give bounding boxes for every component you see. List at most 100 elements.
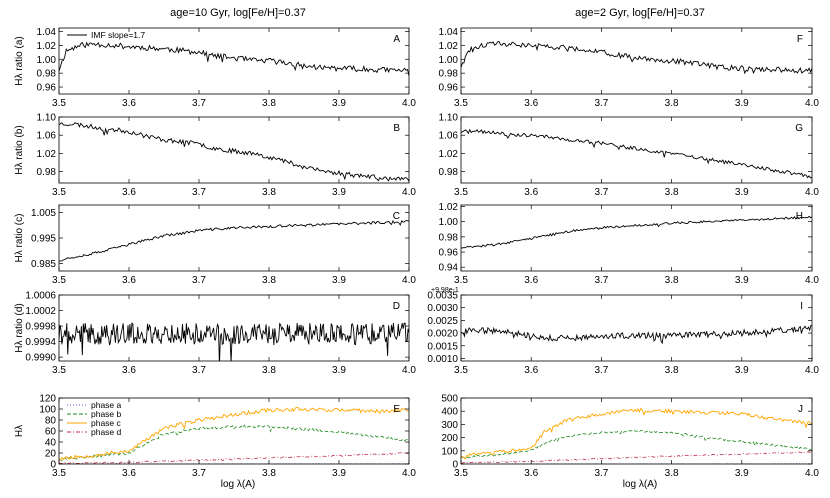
y-tick-label: 200 <box>441 433 458 444</box>
y-tick-label: 20 <box>45 449 57 460</box>
y-tick-label: 0.0030 <box>427 303 458 314</box>
panel-c: 3.5 3.6 3.7 3.8 3.9 4.0 0.985 0.995 1.005 C Hλ rat… <box>14 204 416 286</box>
y-offset-label: +9.98e-1 <box>431 287 459 294</box>
x-tick-label: 4.0 <box>805 275 819 286</box>
x-tick-label: 3.7 <box>192 275 206 286</box>
series-line-ratio-b-g <box>461 128 812 179</box>
y-axis-label: Hλ ratio (a) <box>14 36 25 85</box>
y-axis-label: Hλ ratio (c) <box>14 214 25 263</box>
x-tick-label: 3.7 <box>192 468 206 479</box>
x-tick-label: 3.8 <box>665 187 679 198</box>
x-tick-label: 3.8 <box>665 365 679 376</box>
y-tick-label: 1.0002 <box>25 306 56 317</box>
series-line-imf-slope-1-7-a <box>59 41 409 77</box>
x-tick-label: 4.0 <box>805 98 819 109</box>
series-line-ratio-a-f <box>461 40 812 75</box>
plot-frame <box>460 116 813 184</box>
x-tick-label: 3.6 <box>524 98 538 109</box>
x-tick-label: 3.6 <box>122 365 136 376</box>
x-tick-label: 3.9 <box>332 365 346 376</box>
y-tick-label: 0 <box>50 460 56 471</box>
y-tick-label: 1.005 <box>31 208 56 219</box>
x-tick-label: 3.5 <box>454 468 468 479</box>
x-tick-label: 3.5 <box>52 187 66 198</box>
y-tick-label: 0.995 <box>31 234 56 245</box>
panel-g: 3.5 3.6 3.7 3.8 3.9 4.0 0.98 1.02 1.06 1.10 G <box>439 113 820 199</box>
y-tick-label: 1.04 <box>439 27 459 38</box>
x-tick-label: 4.0 <box>402 275 416 286</box>
y-tick-label: 1.04 <box>37 27 57 38</box>
y-tick-label: 0.0010 <box>427 354 458 365</box>
panel-letter: C <box>393 211 400 222</box>
y-tick-label: 0.98 <box>439 232 459 243</box>
plot-frame <box>58 27 410 95</box>
x-tick-label: 3.8 <box>262 365 276 376</box>
x-tick-label: 3.6 <box>524 365 538 376</box>
panel-letter: B <box>393 123 400 134</box>
x-tick-label: 3.7 <box>594 468 608 479</box>
panel-letter: D <box>393 301 400 312</box>
plot-frame <box>58 204 410 272</box>
x-tick-label: 3.9 <box>735 468 749 479</box>
panel-f: 3.5 3.6 3.7 3.8 3.9 4.0 0.96 0.98 1.00 1.02 1.04 F <box>439 27 820 109</box>
y-tick-label: 0.98 <box>439 69 459 80</box>
x-tick-label: 3.7 <box>594 275 608 286</box>
x-tick-label: 3.9 <box>735 275 749 286</box>
right-title: age=2 Gyr, log[Fe/H]=0.37 <box>575 7 705 19</box>
x-tick-label: 3.8 <box>665 98 679 109</box>
legend-label: phase a <box>91 400 122 410</box>
y-tick-label: 1.02 <box>439 149 459 160</box>
x-tick-label: 3.7 <box>594 98 608 109</box>
x-tick-label: 3.7 <box>594 365 608 376</box>
y-tick-label: 1.00 <box>439 217 459 228</box>
y-tick-label: 60 <box>45 427 57 438</box>
panel-b: 3.5 3.6 3.7 3.8 3.9 4.0 0.98 1.02 1.06 1.10 B Hλ ra… <box>14 113 416 199</box>
left-x-label: log λ(A) <box>221 479 255 490</box>
series-line-ratio-c-c <box>59 219 409 262</box>
x-tick-label: 3.6 <box>122 187 136 198</box>
x-tick-label: 3.5 <box>454 98 468 109</box>
panel-a: 3.5 3.6 3.7 3.8 3.9 4.0 0.96 0.98 1.00 1.02 1.04 A H… <box>14 27 416 109</box>
y-tick-label: 0.96 <box>439 248 459 259</box>
y-tick-label: 0 <box>452 460 458 471</box>
x-tick-label: 3.7 <box>192 365 206 376</box>
panel-letter: H <box>796 211 803 222</box>
y-tick-label: 0.98 <box>37 167 57 178</box>
y-axis-label: Hλ ratio (b) <box>14 125 25 174</box>
x-tick-label: 3.9 <box>332 98 346 109</box>
panel-letter: J <box>798 404 803 415</box>
panel-h: 3.5 3.6 3.7 3.8 3.9 4.0 0.94 0.96 0.98 1.00 1.02 H <box>439 202 820 286</box>
x-tick-label: 3.5 <box>52 468 66 479</box>
x-tick-label: 3.5 <box>52 275 66 286</box>
y-tick-label: 1.02 <box>439 41 459 52</box>
x-tick-label: 3.8 <box>262 468 276 479</box>
y-tick-label: 1.0006 <box>25 291 56 302</box>
y-tick-label: 0.9990 <box>25 353 56 364</box>
y-tick-label: 0.94 <box>439 263 459 274</box>
legend-label: phase d <box>91 427 122 437</box>
y-tick-label: 40 <box>45 438 57 449</box>
legend-label: IMF slope=1.7 <box>91 30 145 40</box>
x-tick-label: 3.7 <box>192 187 206 198</box>
x-tick-label: 3.5 <box>52 365 66 376</box>
plot-frame <box>460 397 813 465</box>
y-tick-label: 0.9994 <box>25 337 56 348</box>
panel-j: 3.5 3.6 3.7 3.8 3.9 4.0 0 100 200 300 400 500 J <box>441 394 819 480</box>
y-tick-label: 0.0035 <box>427 291 458 302</box>
x-tick-label: 4.0 <box>402 98 416 109</box>
x-tick-label: 3.9 <box>735 187 749 198</box>
x-tick-label: 3.5 <box>454 275 468 286</box>
y-tick-label: 1.00 <box>37 55 57 66</box>
y-tick-label: 100 <box>39 405 56 416</box>
plot-frame <box>460 294 813 362</box>
x-tick-label: 4.0 <box>805 187 819 198</box>
series-line-phase-d-j <box>461 451 812 464</box>
y-tick-label: 0.96 <box>439 83 459 94</box>
series-line-ratio-d-i <box>461 324 812 345</box>
panel-letter: G <box>795 123 803 134</box>
y-tick-label: 0.96 <box>37 83 57 94</box>
panel-letter: A <box>393 34 400 45</box>
y-tick-label: 0.0015 <box>427 341 458 352</box>
